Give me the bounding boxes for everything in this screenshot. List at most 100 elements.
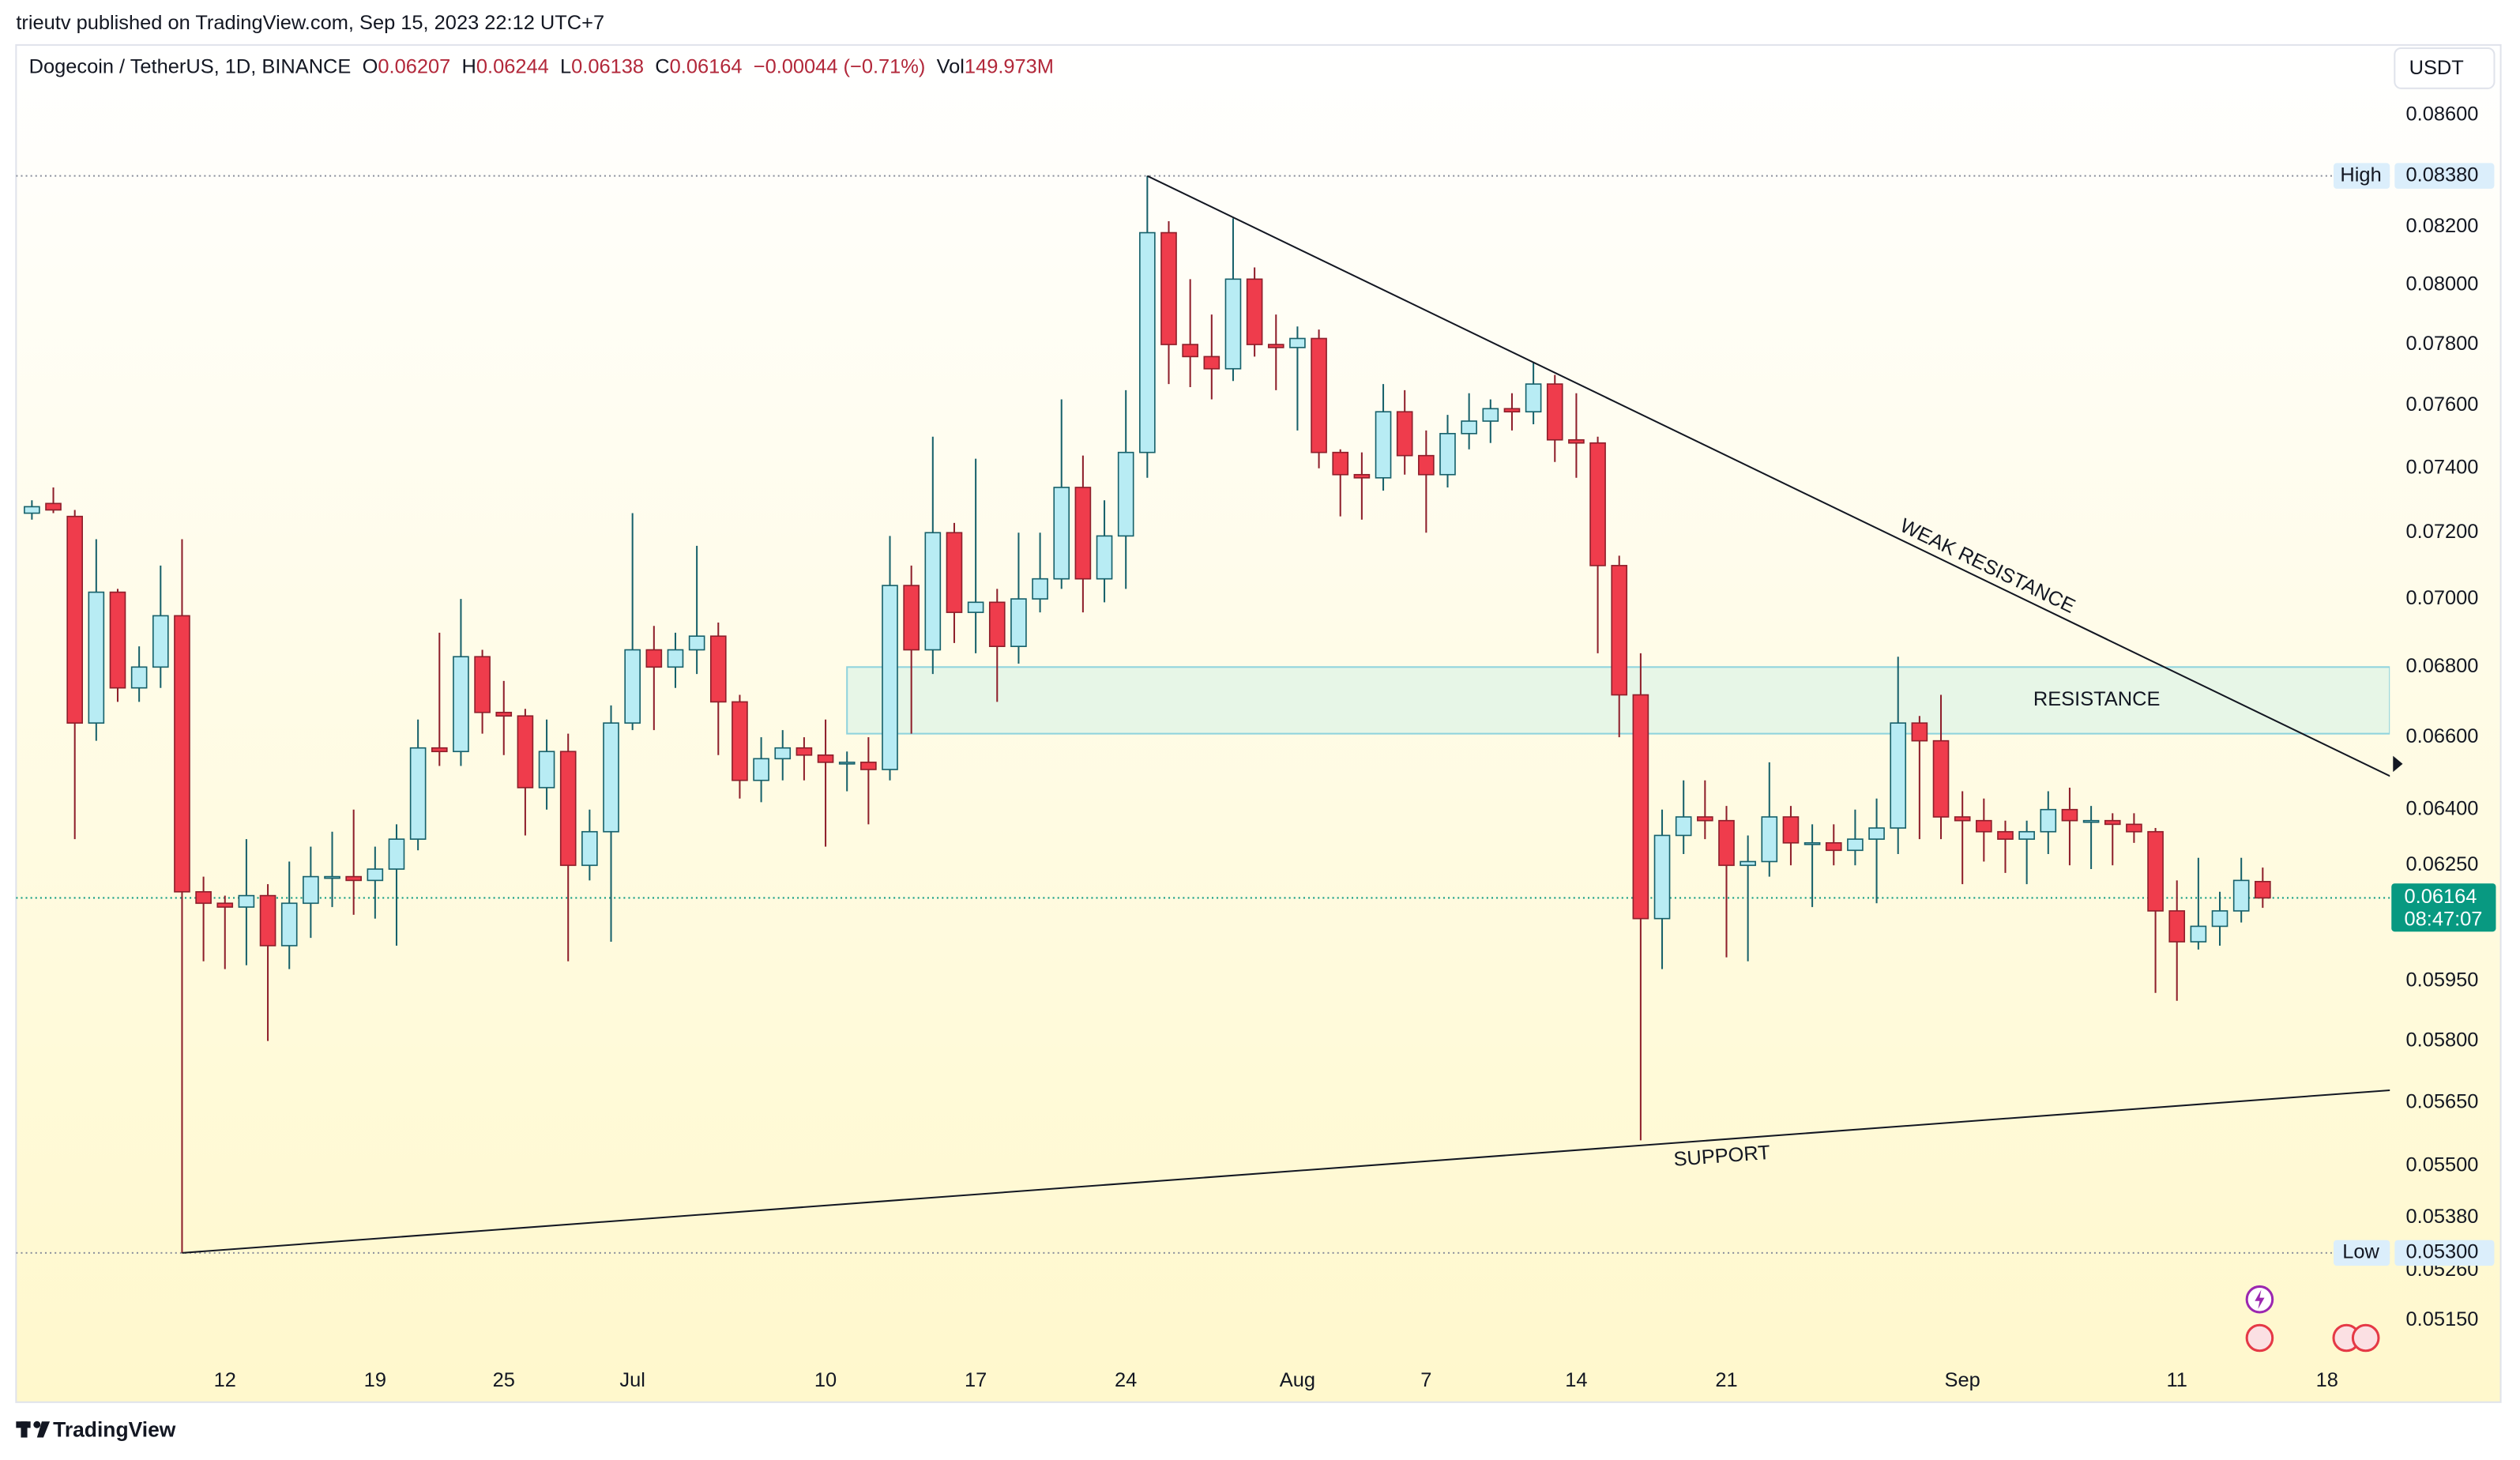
x-tick-label: 19 bbox=[364, 1369, 386, 1391]
candle-body bbox=[1890, 722, 1907, 829]
candle-body bbox=[967, 601, 984, 613]
publisher: trieutv published on TradingView.com, Se… bbox=[16, 12, 604, 34]
y-tick-label: 0.06600 bbox=[2406, 725, 2479, 747]
candle-body bbox=[2104, 819, 2121, 826]
y-tick-label: 0.07200 bbox=[2406, 521, 2479, 543]
candle-body bbox=[924, 532, 942, 651]
candle-body bbox=[2082, 819, 2100, 823]
candle-body bbox=[259, 894, 276, 946]
marker-name-plate bbox=[2334, 163, 2390, 189]
candle-body bbox=[1139, 231, 1156, 453]
candle-body bbox=[1675, 816, 1692, 837]
candle-body bbox=[1718, 819, 1735, 867]
candle-body bbox=[624, 649, 641, 724]
candle-body bbox=[2168, 910, 2186, 943]
candle-body bbox=[1267, 344, 1284, 348]
candle-body bbox=[1396, 411, 1413, 457]
candle-body bbox=[1868, 827, 1885, 840]
candle-body bbox=[603, 722, 619, 833]
candle-body bbox=[1611, 565, 1628, 696]
candle-body bbox=[2211, 910, 2229, 928]
candle-body bbox=[882, 585, 898, 770]
candle-body bbox=[1010, 598, 1027, 647]
marker-value-plate bbox=[2394, 163, 2495, 189]
x-tick-label: 14 bbox=[1565, 1369, 1587, 1391]
candle-body bbox=[174, 615, 190, 893]
candle-body bbox=[388, 838, 405, 870]
marker-name: Low bbox=[2342, 1241, 2379, 1263]
candle-body bbox=[1053, 487, 1070, 580]
candle-body bbox=[1096, 535, 1113, 580]
candle-body bbox=[1418, 454, 1435, 476]
x-tick-label: 10 bbox=[814, 1369, 837, 1391]
y-tick-label: 0.06400 bbox=[2406, 797, 2479, 819]
candle-body bbox=[367, 868, 384, 882]
candle-body bbox=[109, 591, 126, 689]
y-tick-label: 0.08000 bbox=[2406, 273, 2479, 295]
x-tick-label: 25 bbox=[493, 1369, 515, 1391]
zone-label: RESISTANCE bbox=[2033, 688, 2161, 710]
candle-body bbox=[409, 747, 427, 840]
legend-text: 149.973M bbox=[965, 55, 1054, 77]
candle-body bbox=[1911, 722, 1928, 742]
y-tick-label: 0.05650 bbox=[2406, 1090, 2479, 1112]
candle-body bbox=[774, 747, 792, 760]
x-tick-label: 11 bbox=[2167, 1369, 2187, 1391]
candle-body bbox=[2232, 879, 2250, 912]
candle-body bbox=[474, 656, 491, 713]
candle-body bbox=[753, 758, 769, 781]
candle-body bbox=[2147, 830, 2164, 912]
candle-body bbox=[709, 635, 727, 703]
x-tick-label: Sep bbox=[1945, 1369, 1980, 1391]
x-tick-label: 7 bbox=[1420, 1369, 1431, 1391]
candle-body bbox=[2190, 925, 2207, 943]
candle-body bbox=[1203, 356, 1221, 370]
legend-text: C bbox=[655, 55, 669, 77]
candle-body bbox=[1589, 442, 1606, 566]
marker-value: 0.05300 bbox=[2406, 1241, 2479, 1263]
candle-body bbox=[1182, 344, 1198, 358]
x-tick-label: 17 bbox=[965, 1369, 987, 1391]
x-tick-label: 18 bbox=[2316, 1369, 2338, 1391]
candle-body bbox=[1503, 408, 1521, 413]
candle-body bbox=[581, 830, 598, 867]
candle-body bbox=[345, 875, 362, 882]
y-tick-label: 0.08600 bbox=[2406, 103, 2479, 125]
candle-body bbox=[1439, 433, 1456, 476]
legend: Dogecoin / TetherUS, 1D, BINANCE O0.06207… bbox=[29, 55, 1054, 77]
candle-body bbox=[1653, 834, 1671, 920]
candle-body bbox=[1997, 830, 2014, 840]
y-tick-label: 0.05150 bbox=[2406, 1308, 2479, 1330]
candle-body bbox=[152, 615, 169, 668]
candle-body bbox=[1954, 816, 1971, 822]
candle-body bbox=[1740, 860, 1756, 867]
line-end-arrow bbox=[2393, 755, 2403, 773]
currency-box[interactable] bbox=[2394, 47, 2496, 89]
candle-body bbox=[1117, 451, 1134, 537]
candle-body bbox=[1568, 438, 1585, 444]
candle-body bbox=[667, 649, 684, 668]
brand: TradingView bbox=[53, 1417, 176, 1441]
candle-body bbox=[66, 515, 84, 724]
candle-body bbox=[1032, 578, 1048, 600]
candle-body bbox=[732, 701, 748, 781]
candle-body bbox=[303, 875, 319, 905]
candle-body bbox=[1697, 816, 1713, 822]
legend-text: L bbox=[560, 55, 571, 77]
candle-body bbox=[1289, 337, 1306, 348]
y-tick-label: 0.07000 bbox=[2406, 587, 2479, 609]
candle-body bbox=[1160, 231, 1177, 345]
candle-body bbox=[2018, 830, 2035, 840]
candle-body bbox=[88, 591, 105, 724]
candle-body bbox=[903, 585, 920, 651]
x-tick-label: 21 bbox=[1715, 1369, 1737, 1391]
y-tick-label: 0.06250 bbox=[2406, 853, 2479, 875]
marker-value-plate bbox=[2394, 1240, 2495, 1266]
y-tick-label: 0.05500 bbox=[2406, 1153, 2479, 1176]
y-tick-label: 0.05380 bbox=[2406, 1206, 2479, 1228]
candle-body bbox=[431, 747, 448, 753]
legend-text: Dogecoin / TetherUS, 1D, BINANCE bbox=[29, 55, 352, 77]
trend-line bbox=[1146, 175, 2390, 777]
